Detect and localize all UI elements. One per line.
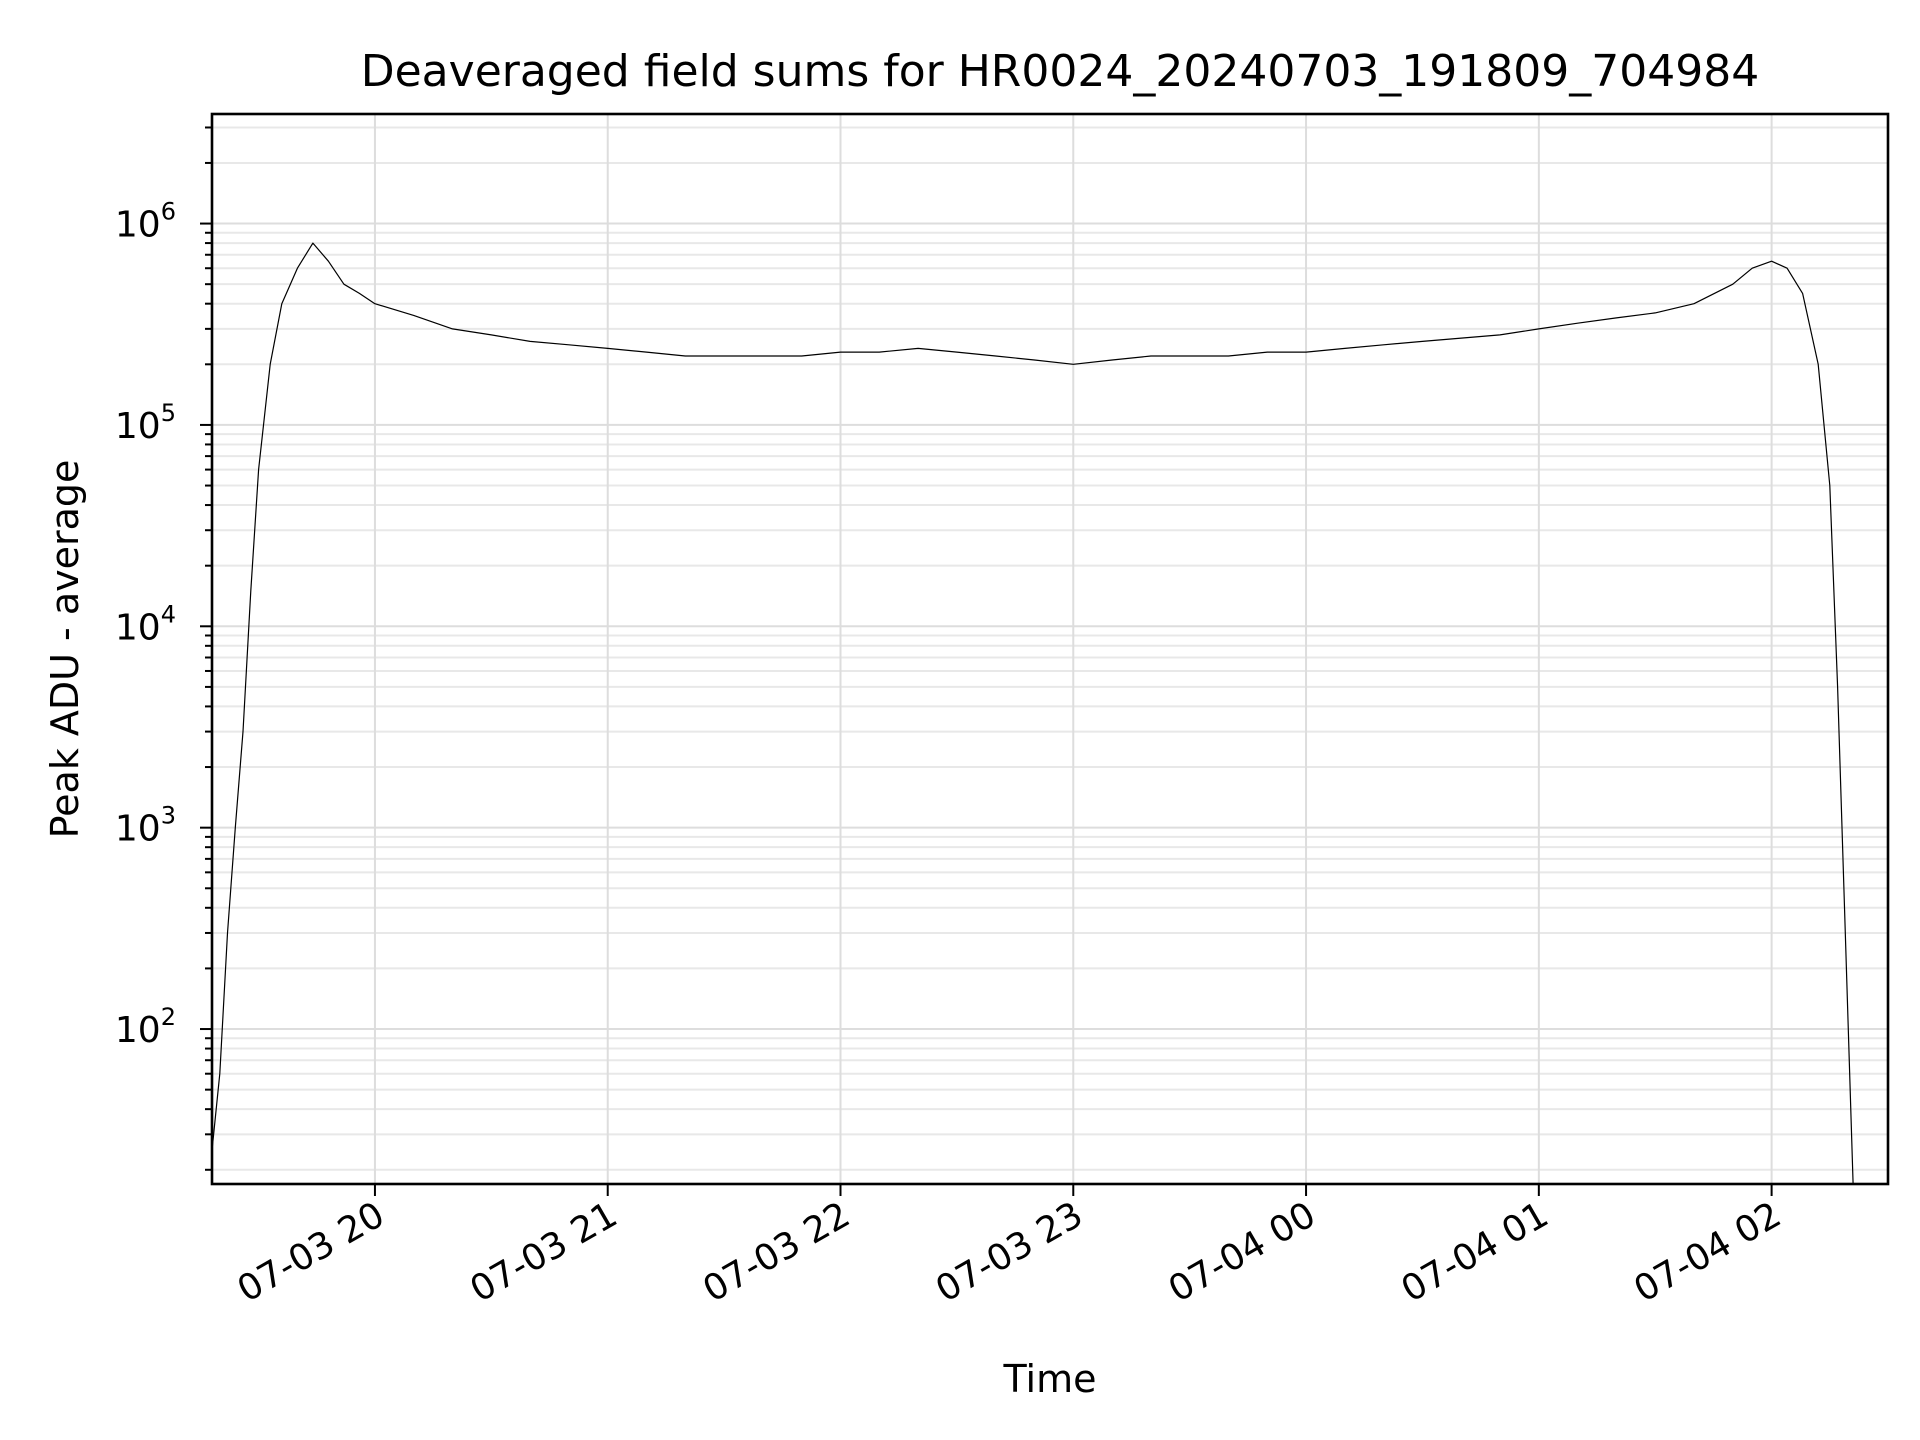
plot-frame <box>210 112 1890 1186</box>
y-tick-label: 102 <box>115 1003 176 1051</box>
y-tick-label-exponent: 3 <box>161 802 176 830</box>
y-tick-label: 105 <box>115 399 176 447</box>
grid <box>212 114 1888 1184</box>
y-tick-label-exponent: 6 <box>161 198 176 226</box>
y-tick-label-base: 10 <box>115 809 161 850</box>
y-axis-label: Peak ADU - average <box>43 460 87 839</box>
x-axis-label: Time <box>1003 1357 1097 1401</box>
y-tick-label: 106 <box>115 198 176 246</box>
y-tick-label-base: 10 <box>115 1010 161 1051</box>
series-layer <box>212 242 1854 1184</box>
y-tick-label-base: 10 <box>115 205 161 246</box>
y-tick-label-base: 10 <box>115 607 161 648</box>
y-tick-label: 104 <box>115 600 176 648</box>
y-tick-label-base: 10 <box>115 406 161 447</box>
y-tick-label-exponent: 2 <box>161 1003 176 1031</box>
y-tick-label: 103 <box>115 802 176 850</box>
y-tick-label-exponent: 5 <box>161 399 176 427</box>
y-tick-label-exponent: 4 <box>161 600 176 628</box>
series-line <box>212 242 1854 1184</box>
chart-title: Deaveraged field sums for HR0024_2024070… <box>361 46 1760 97</box>
